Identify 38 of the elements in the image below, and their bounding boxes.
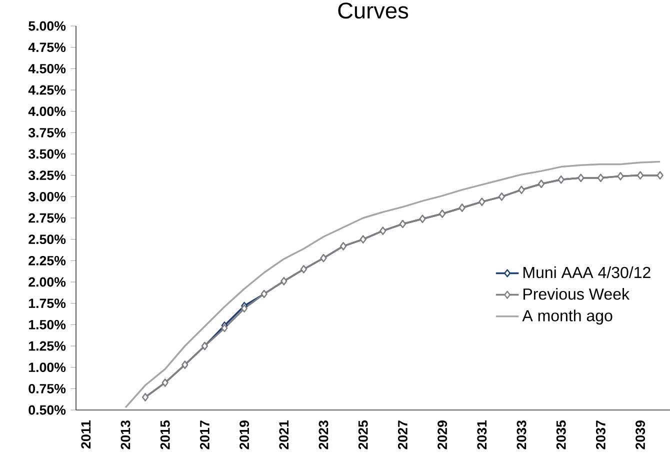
- y-tick-label: 2.50%: [28, 234, 66, 244]
- y-tick-label: 4.75%: [28, 42, 66, 52]
- x-tick-label: 2021: [279, 420, 289, 450]
- y-tick-label: 4.25%: [28, 85, 66, 95]
- y-tick-label: 0.75%: [28, 384, 66, 394]
- x-tick-label: 2013: [120, 420, 130, 450]
- x-tick-label: 2011: [81, 420, 91, 449]
- chart-title: Curves: [338, 2, 408, 19]
- y-tick-label: 1.25%: [28, 341, 66, 351]
- y-tick-label: 1.00%: [28, 362, 66, 372]
- legend-label: A month ago: [522, 310, 612, 325]
- x-tick-label: 2019: [240, 420, 250, 450]
- y-tick-label: 3.50%: [28, 149, 66, 159]
- x-tick-label: 2025: [358, 420, 368, 450]
- y-tick-label: 1.75%: [28, 298, 66, 308]
- x-tick-label: 2037: [596, 420, 606, 450]
- y-tick-label: 3.25%: [28, 170, 66, 180]
- y-tick-label: 1.50%: [28, 320, 66, 330]
- y-tick-label: 4.00%: [28, 106, 66, 116]
- y-tick-label: 4.50%: [28, 64, 66, 74]
- x-tick-label: 2017: [200, 420, 210, 450]
- x-tick-label: 2039: [636, 420, 646, 450]
- y-tick-label: 2.75%: [28, 213, 66, 223]
- x-tick-label: 2035: [556, 420, 566, 450]
- y-tick-label: 0.50%: [28, 405, 66, 415]
- x-tick-label: 2033: [516, 420, 526, 450]
- x-tick-label: 2029: [438, 420, 448, 450]
- legend-label: Muni AAA 4/30/12: [524, 266, 650, 278]
- x-tick-label: 2023: [318, 420, 328, 450]
- x-tick-label: 2031: [477, 420, 487, 450]
- x-tick-label: 2027: [398, 420, 408, 450]
- x-tick-label: 2015: [160, 420, 170, 450]
- y-tick-label: 5.00%: [28, 21, 66, 31]
- y-tick-label: 3.75%: [28, 128, 66, 138]
- y-tick-label: 3.00%: [28, 192, 66, 202]
- y-tick-label: 2.25%: [28, 256, 66, 266]
- legend-label: Previous Week: [524, 288, 630, 300]
- y-tick-label: 2.00%: [28, 277, 66, 287]
